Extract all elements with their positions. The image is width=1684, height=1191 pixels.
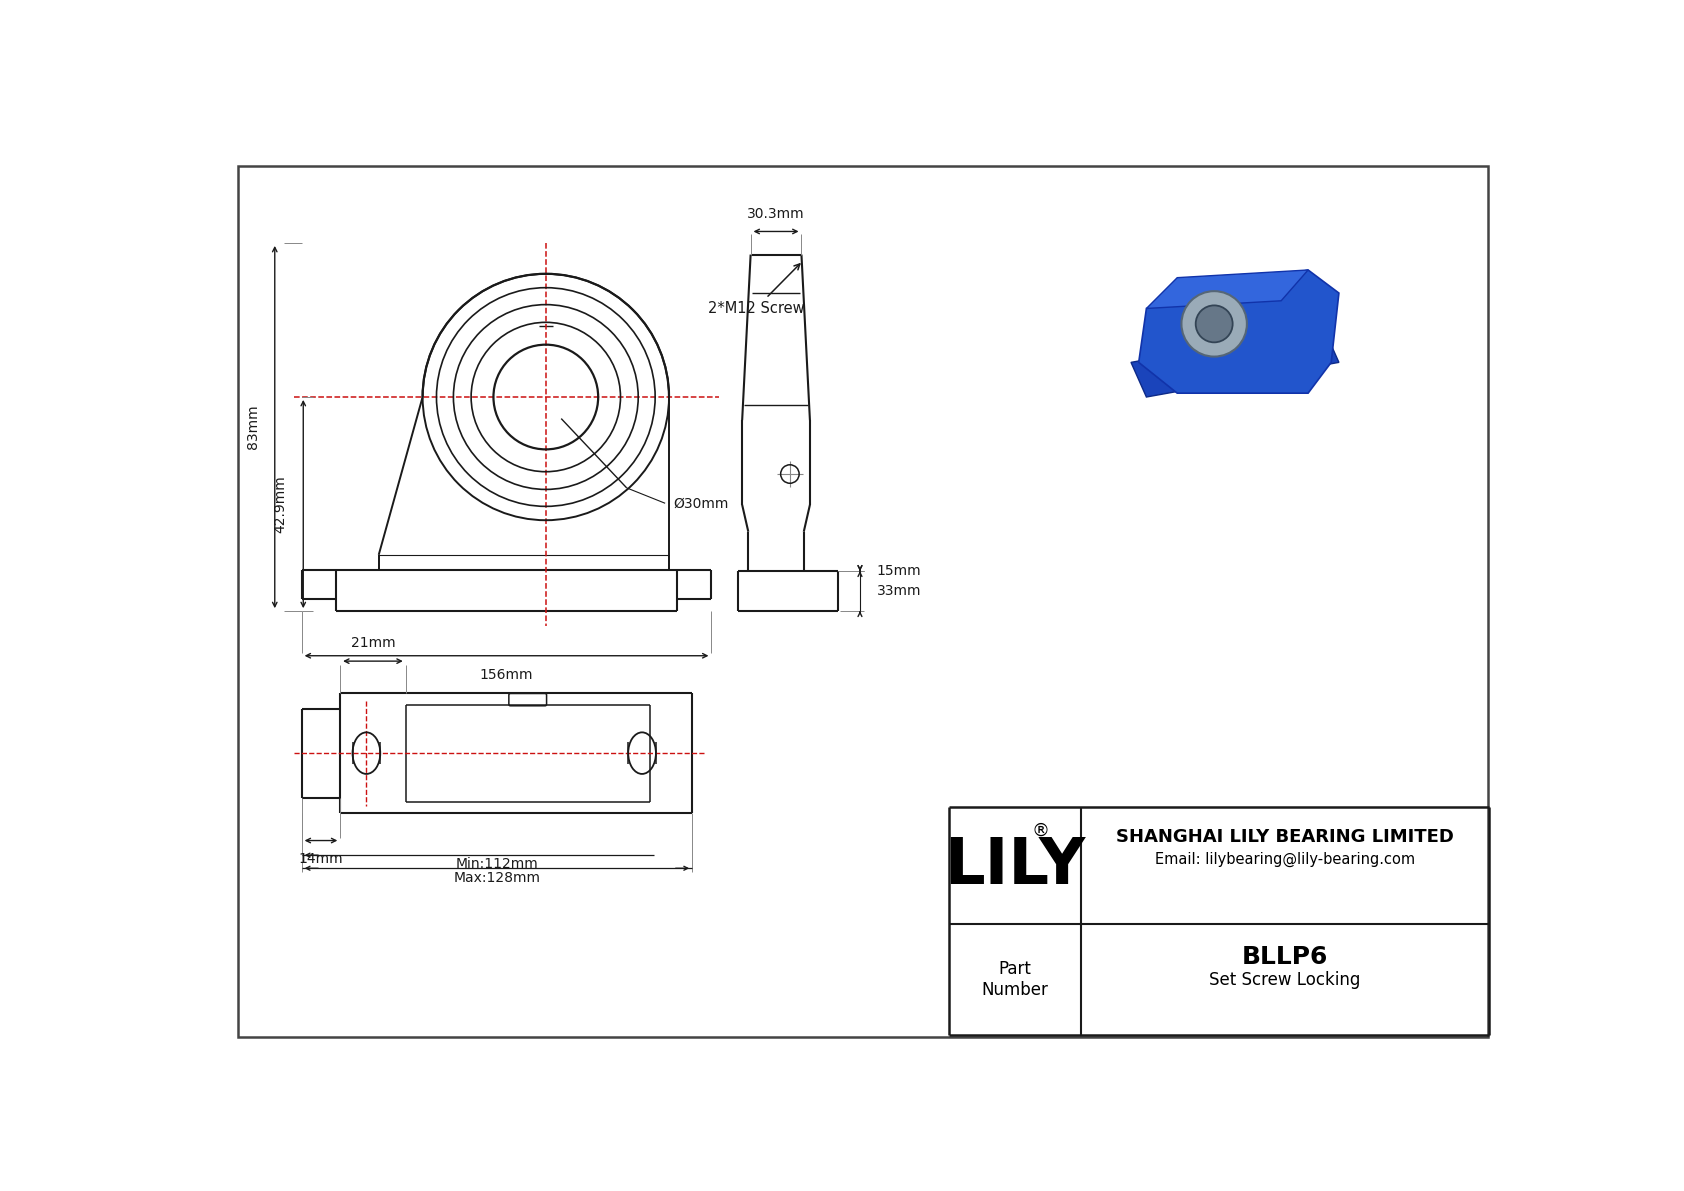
Polygon shape xyxy=(1138,270,1339,393)
Text: SHANGHAI LILY BEARING LIMITED: SHANGHAI LILY BEARING LIMITED xyxy=(1116,828,1453,846)
Text: Ø30mm: Ø30mm xyxy=(674,497,727,510)
Text: 42.9mm: 42.9mm xyxy=(273,475,288,532)
Text: 30.3mm: 30.3mm xyxy=(748,207,805,220)
Text: Min:112mm: Min:112mm xyxy=(456,858,539,872)
Text: 2*M12 Screw: 2*M12 Screw xyxy=(707,264,805,316)
Text: Email: lilybearing@lily-bearing.com: Email: lilybearing@lily-bearing.com xyxy=(1155,853,1415,867)
Text: Max:128mm: Max:128mm xyxy=(453,871,541,885)
Text: 83mm: 83mm xyxy=(246,405,261,449)
Ellipse shape xyxy=(1196,305,1233,342)
Text: 156mm: 156mm xyxy=(480,668,534,682)
Text: 14mm: 14mm xyxy=(298,852,344,866)
Text: 33mm: 33mm xyxy=(877,584,921,598)
Text: 15mm: 15mm xyxy=(877,565,921,578)
Text: Set Screw Locking: Set Screw Locking xyxy=(1209,971,1361,989)
Polygon shape xyxy=(1132,328,1339,397)
Ellipse shape xyxy=(1182,291,1246,356)
Polygon shape xyxy=(1147,270,1308,308)
Text: ®: ® xyxy=(1032,822,1049,840)
Text: LILY: LILY xyxy=(945,835,1086,897)
Text: 21mm: 21mm xyxy=(350,636,396,650)
Text: BLLP6: BLLP6 xyxy=(1241,944,1329,968)
Text: Part
Number: Part Number xyxy=(982,960,1047,999)
